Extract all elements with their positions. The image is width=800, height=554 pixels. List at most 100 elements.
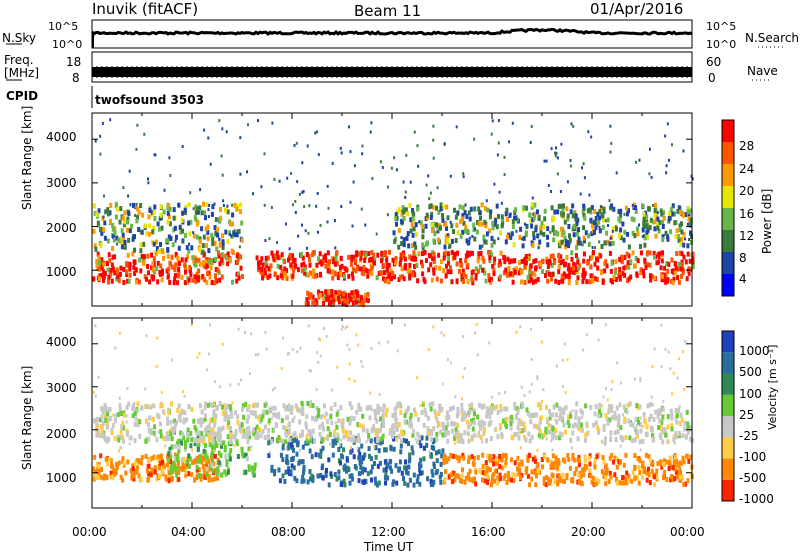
- power-cell: [412, 226, 416, 232]
- power-cell: [582, 258, 586, 264]
- power-scatter: [550, 190, 552, 193]
- velocity-cell: [533, 455, 537, 461]
- power-cell: [323, 293, 327, 299]
- power-scatter: [340, 151, 343, 155]
- power-cell: [255, 255, 259, 261]
- power-cell: [268, 273, 272, 279]
- power-cell: [285, 268, 289, 274]
- velocity-cell: [456, 422, 460, 428]
- power-cell: [514, 266, 518, 272]
- velocity-cell: [611, 415, 615, 420]
- velocity-cell: [631, 470, 635, 475]
- power-cell: [343, 298, 347, 304]
- velocity-cell: [543, 454, 547, 459]
- velocity-cell: [411, 432, 415, 438]
- power-cell: [332, 297, 336, 303]
- velocity-cell: [678, 474, 682, 480]
- power-cell: [557, 203, 561, 209]
- velocity-cell: [557, 460, 561, 466]
- power-cell: [362, 264, 366, 270]
- power-cell: [524, 260, 528, 266]
- velocity-scatter: [634, 377, 636, 381]
- power-cell: [221, 245, 225, 250]
- power-cell: [523, 264, 527, 270]
- velocity-cell: [200, 409, 204, 415]
- power-cell: [571, 265, 575, 271]
- power-cell: [528, 269, 532, 275]
- velocity-cell: [378, 406, 382, 412]
- velocity-cell: [501, 453, 505, 458]
- velocity-scatter: [414, 437, 417, 441]
- power-cell: [661, 237, 665, 243]
- velocity-cell: [496, 480, 500, 486]
- power-cell: [411, 243, 414, 249]
- power-cell: [640, 250, 643, 256]
- velocity-scatter: [160, 390, 163, 394]
- velocity-cell: [203, 405, 207, 411]
- power-cell: [605, 263, 609, 269]
- velocity-cell: [210, 462, 214, 468]
- nave-tick-bottom: 0: [708, 71, 716, 85]
- velocity-scatter: [542, 388, 545, 392]
- power-cell: [259, 269, 263, 275]
- velocity-cell: [288, 406, 292, 412]
- velocity-cell: [486, 473, 490, 479]
- velocity-cell: [180, 440, 184, 446]
- power-cell: [142, 241, 146, 247]
- velocity-scatter: [449, 361, 452, 365]
- power-cell: [432, 259, 436, 264]
- power-scatter: [296, 180, 299, 184]
- power-scatter: [572, 124, 575, 128]
- velocity-cell: [403, 480, 407, 486]
- velocity-cell: [615, 480, 619, 486]
- power-cell: [677, 238, 681, 243]
- velocity-cell: [370, 477, 373, 483]
- velocity-scatter: [419, 404, 422, 407]
- power-scatter: [326, 184, 329, 188]
- velocity-cell: [129, 435, 133, 441]
- velocity-scatter: [601, 404, 604, 408]
- power-cell: [167, 214, 171, 220]
- velocity-cell: [244, 452, 247, 458]
- velocity-cell: [191, 459, 194, 465]
- velocity-cell: [209, 402, 213, 407]
- power-cell: [126, 278, 129, 284]
- power-cell: [621, 271, 625, 277]
- velocity-cell: [643, 417, 647, 423]
- velocity-scatter: [118, 396, 121, 400]
- power-cell: [492, 239, 496, 245]
- velocity-cell: [159, 460, 163, 466]
- power-scatter: [387, 185, 389, 189]
- power-cell: [653, 213, 657, 218]
- power-cell: [111, 246, 115, 251]
- power-cell: [426, 240, 429, 246]
- power-cell: [546, 264, 550, 270]
- power-cell: [373, 257, 377, 263]
- velocity-scatter: [468, 414, 470, 418]
- power-cell: [491, 225, 495, 231]
- power-scatter: [169, 174, 172, 177]
- power-cell: [639, 267, 643, 273]
- velocity-cell: [308, 469, 312, 475]
- velocity-cell: [651, 462, 655, 467]
- velocity-cell: [290, 409, 294, 415]
- velocity-cell: [343, 463, 347, 469]
- power-cell: [479, 215, 482, 221]
- velocity-cell: [187, 404, 191, 410]
- power-cell: [327, 264, 331, 270]
- power-cell: [100, 272, 104, 278]
- velocity-cell: [211, 403, 214, 409]
- power-cell: [274, 253, 278, 259]
- velocity-cell: [99, 474, 103, 480]
- power-cell: [559, 260, 563, 266]
- velocity-cell: [686, 429, 690, 435]
- power-scatter: [239, 136, 242, 140]
- power-cell: [618, 275, 622, 280]
- velocity-cell: [666, 424, 670, 430]
- power-cell: [497, 262, 501, 268]
- power-scatter: [666, 122, 669, 126]
- power-cell: [261, 262, 265, 268]
- velocity-cell: [213, 453, 217, 459]
- velocity-cell: [329, 471, 333, 477]
- power-cell: [599, 253, 603, 259]
